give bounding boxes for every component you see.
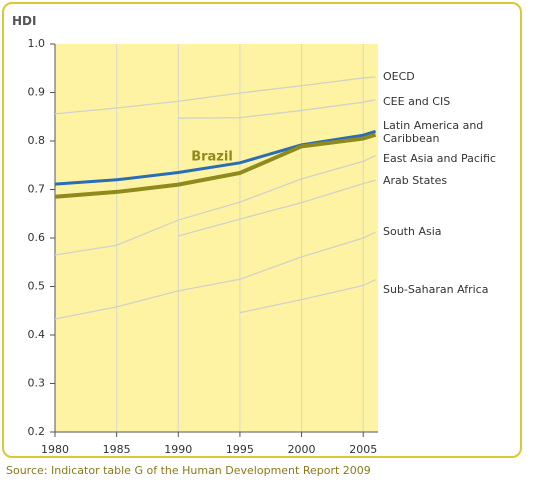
series-line: [54, 154, 376, 256]
y-tick-label: 0.9: [28, 86, 46, 99]
series-line: [239, 279, 376, 314]
y-tick-label: 0.3: [28, 377, 46, 390]
legend-label: OECD: [383, 70, 415, 83]
x-tick-label: 2005: [349, 443, 377, 456]
x-tick-label: 1980: [41, 443, 69, 456]
x-tick-label: 1990: [164, 443, 192, 456]
legend-label: South Asia: [383, 225, 442, 238]
series-label: Brazil: [191, 150, 233, 165]
legend-label: East Asia and Pacific: [383, 152, 496, 165]
series-line: [54, 132, 377, 199]
plot-area: [55, 44, 378, 432]
y-tick-label: 0.2: [28, 425, 46, 438]
y-tick-label: 0.8: [28, 134, 46, 147]
series-line: [178, 179, 376, 237]
frame: [2, 2, 522, 458]
source-note: Source: Indicator table G of the Human D…: [6, 464, 371, 477]
chart-title: HDI: [12, 14, 37, 28]
legend-label: Latin America and Caribbean: [383, 119, 484, 145]
series-line: [178, 99, 376, 119]
x-tick-label: 1995: [226, 443, 254, 456]
legend-label: CEE and CIS: [383, 95, 451, 108]
series-line: [54, 231, 376, 320]
y-tick-label: 0.6: [28, 231, 46, 244]
series-line: [54, 76, 376, 115]
legend-label: Arab States: [383, 174, 448, 187]
legend-label: Sub-Saharan Africa: [383, 283, 489, 296]
x-tick-label: 2000: [288, 443, 316, 456]
y-tick-label: 1.0: [28, 37, 46, 50]
x-tick-label: 1985: [103, 443, 131, 456]
y-tick-label: 0.4: [28, 328, 46, 341]
y-tick-label: 0.7: [28, 183, 46, 196]
y-tick-label: 0.5: [28, 280, 46, 293]
series-line: [54, 129, 376, 186]
